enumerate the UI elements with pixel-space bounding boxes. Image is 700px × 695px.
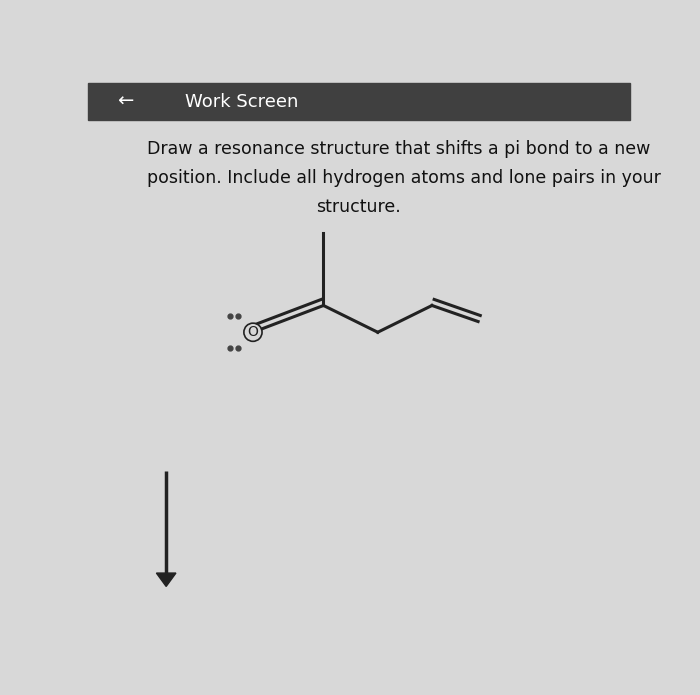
Text: structure.: structure.	[316, 199, 401, 216]
Text: O: O	[248, 325, 258, 339]
Bar	[88, 83, 630, 120]
Text: Draw a resonance structure that shifts a pi bond to a new: Draw a resonance structure that shifts a…	[147, 140, 650, 158]
Polygon shape	[156, 573, 176, 587]
Text: Work Screen: Work Screen	[185, 92, 298, 111]
Text: ←: ←	[118, 92, 134, 111]
Text: position. Include all hydrogen atoms and lone pairs in your: position. Include all hydrogen atoms and…	[147, 169, 661, 187]
